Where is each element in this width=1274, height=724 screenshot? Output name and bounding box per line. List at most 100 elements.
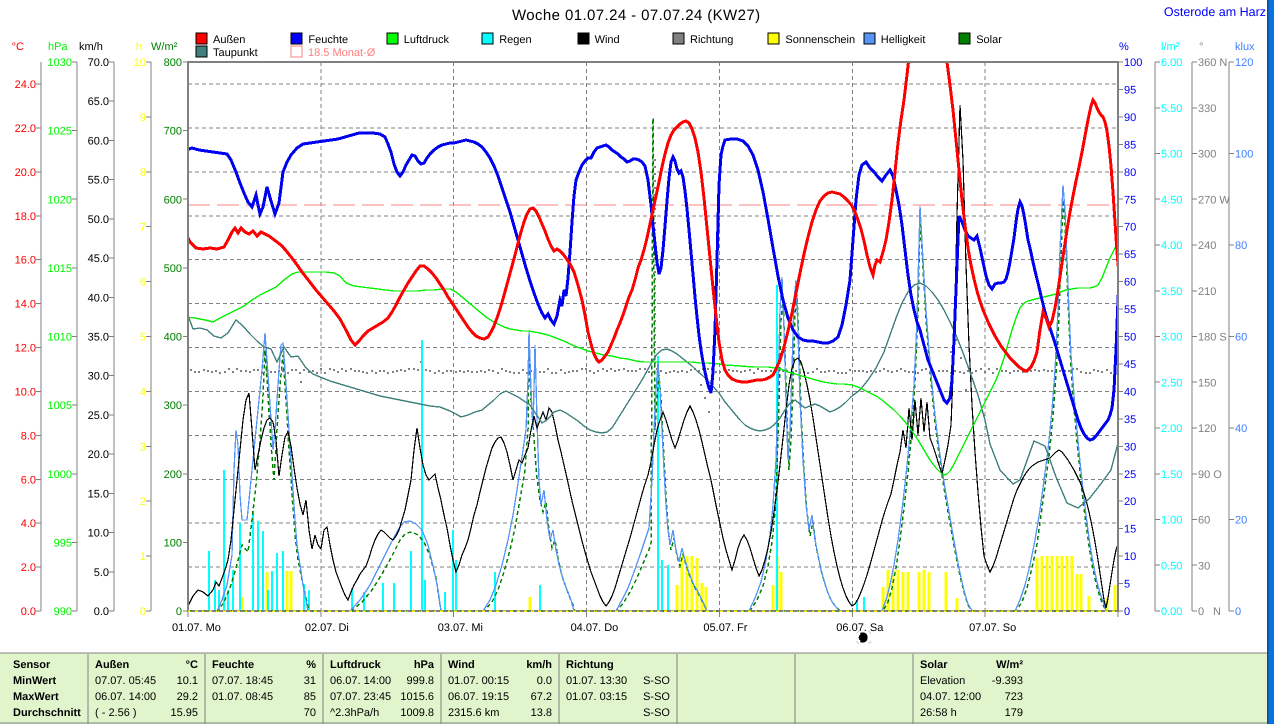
svg-text:120: 120 bbox=[1198, 423, 1216, 435]
svg-text:7: 7 bbox=[140, 222, 146, 234]
svg-text:0.0: 0.0 bbox=[94, 606, 109, 618]
svg-text:75: 75 bbox=[1124, 194, 1136, 206]
svg-text:Regen: Regen bbox=[499, 34, 531, 46]
svg-text:700: 700 bbox=[164, 126, 182, 138]
svg-text:0: 0 bbox=[1235, 606, 1241, 618]
svg-text:0.0: 0.0 bbox=[21, 606, 36, 618]
svg-text:10.0: 10.0 bbox=[88, 528, 109, 540]
svg-text:30.0: 30.0 bbox=[88, 371, 109, 383]
svg-text:995: 995 bbox=[54, 537, 72, 549]
svg-text:Feuchte: Feuchte bbox=[212, 659, 254, 671]
svg-text:01.07. 03:15: 01.07. 03:15 bbox=[566, 691, 627, 703]
svg-text:180 S: 180 S bbox=[1198, 332, 1227, 344]
svg-text:10.0: 10.0 bbox=[15, 386, 36, 398]
svg-text:5: 5 bbox=[1124, 579, 1130, 591]
svg-text:06.07. 19:15: 06.07. 19:15 bbox=[448, 691, 509, 703]
svg-text:330: 330 bbox=[1198, 103, 1216, 115]
svg-text:55.0: 55.0 bbox=[88, 175, 109, 187]
svg-text:240: 240 bbox=[1198, 240, 1216, 252]
svg-text:01.07. 13:30: 01.07. 13:30 bbox=[566, 675, 627, 687]
svg-text:4: 4 bbox=[140, 386, 146, 398]
svg-text:1: 1 bbox=[140, 551, 146, 563]
svg-text:22.0: 22.0 bbox=[15, 123, 36, 135]
svg-text:Helligkeit: Helligkeit bbox=[881, 34, 926, 46]
svg-text:45: 45 bbox=[1124, 359, 1136, 371]
svg-text:20: 20 bbox=[1124, 496, 1136, 508]
svg-text:-9.393: -9.393 bbox=[992, 675, 1023, 687]
svg-text:35: 35 bbox=[1124, 414, 1136, 426]
svg-text:50: 50 bbox=[1124, 332, 1136, 344]
svg-text:80: 80 bbox=[1124, 167, 1136, 179]
svg-text:25.0: 25.0 bbox=[88, 410, 109, 422]
svg-text:20: 20 bbox=[1235, 515, 1247, 527]
svg-text:1009.8: 1009.8 bbox=[400, 707, 434, 719]
svg-text:5.00: 5.00 bbox=[1161, 149, 1182, 161]
svg-text:60: 60 bbox=[1198, 515, 1210, 527]
svg-text:10: 10 bbox=[1124, 551, 1136, 563]
svg-text:0.50: 0.50 bbox=[1161, 560, 1182, 572]
svg-text:40: 40 bbox=[1124, 386, 1136, 398]
svg-text:01.07. 08:45: 01.07. 08:45 bbox=[212, 691, 273, 703]
svg-text:999.8: 999.8 bbox=[406, 675, 434, 687]
svg-text:1015.6: 1015.6 bbox=[400, 691, 434, 703]
svg-text:80: 80 bbox=[1235, 240, 1247, 252]
svg-text:2.0: 2.0 bbox=[21, 562, 36, 574]
svg-text:6.00: 6.00 bbox=[1161, 57, 1182, 69]
svg-text:km/h: km/h bbox=[79, 41, 103, 53]
svg-text:Feuchte: Feuchte bbox=[308, 34, 348, 46]
svg-text:5.0: 5.0 bbox=[94, 567, 109, 579]
svg-text:800: 800 bbox=[164, 57, 182, 69]
svg-text:0: 0 bbox=[1124, 606, 1130, 618]
svg-text:600: 600 bbox=[164, 194, 182, 206]
svg-text:210: 210 bbox=[1198, 286, 1216, 298]
svg-text:990: 990 bbox=[54, 606, 72, 618]
svg-text:S-SO: S-SO bbox=[643, 691, 670, 703]
svg-text:Durchschnitt: Durchschnitt bbox=[13, 707, 81, 719]
svg-text:Woche 01.07.24 - 07.07.24 (KW2: Woche 01.07.24 - 07.07.24 (KW27) bbox=[512, 7, 761, 24]
svg-text:18.0: 18.0 bbox=[15, 211, 36, 223]
svg-text:2.00: 2.00 bbox=[1161, 423, 1182, 435]
svg-text:55: 55 bbox=[1124, 304, 1136, 316]
svg-text:270 W: 270 W bbox=[1198, 194, 1230, 206]
svg-text:1010: 1010 bbox=[48, 332, 72, 344]
svg-text:3.00: 3.00 bbox=[1161, 332, 1182, 344]
svg-text:1015: 1015 bbox=[48, 263, 72, 275]
svg-text:%: % bbox=[1119, 41, 1129, 53]
svg-text:Wind: Wind bbox=[595, 34, 620, 46]
svg-text:MinWert: MinWert bbox=[13, 675, 57, 687]
svg-text:70: 70 bbox=[1124, 222, 1136, 234]
svg-text:6.0: 6.0 bbox=[21, 474, 36, 486]
svg-text:4.50: 4.50 bbox=[1161, 194, 1182, 206]
svg-text:300: 300 bbox=[1198, 149, 1216, 161]
svg-text:Außen: Außen bbox=[213, 34, 245, 46]
svg-text:400: 400 bbox=[164, 332, 182, 344]
svg-text:25: 25 bbox=[1124, 469, 1136, 481]
svg-text:67.2: 67.2 bbox=[531, 691, 552, 703]
svg-text:Taupunkt: Taupunkt bbox=[213, 47, 258, 59]
svg-text:05.07. Fr: 05.07. Fr bbox=[703, 622, 747, 634]
svg-text:Richtung: Richtung bbox=[566, 659, 614, 671]
svg-text:60: 60 bbox=[1124, 277, 1136, 289]
svg-text:85: 85 bbox=[304, 691, 316, 703]
svg-text:12.0: 12.0 bbox=[15, 343, 36, 355]
svg-text:06.07. 14:00: 06.07. 14:00 bbox=[95, 691, 156, 703]
svg-text:5: 5 bbox=[140, 332, 146, 344]
svg-text:90: 90 bbox=[1124, 112, 1136, 124]
svg-text:S-SO: S-SO bbox=[643, 675, 670, 687]
svg-text:km/h: km/h bbox=[526, 659, 552, 671]
svg-text:hPa: hPa bbox=[48, 41, 68, 53]
svg-text:1000: 1000 bbox=[48, 469, 72, 481]
svg-text:179: 179 bbox=[1005, 707, 1023, 719]
svg-text:100: 100 bbox=[1235, 149, 1253, 161]
svg-text:07.07. 18:45: 07.07. 18:45 bbox=[212, 675, 273, 687]
svg-text:06.07. 14:00: 06.07. 14:00 bbox=[330, 675, 391, 687]
svg-text:W/m²: W/m² bbox=[151, 41, 178, 53]
svg-text:Richtung: Richtung bbox=[690, 34, 733, 46]
svg-text:Außen: Außen bbox=[95, 659, 130, 671]
svg-text:1030: 1030 bbox=[48, 57, 72, 69]
svg-text:1005: 1005 bbox=[48, 400, 72, 412]
svg-text:°: ° bbox=[1199, 41, 1203, 53]
svg-text:Sensor: Sensor bbox=[13, 659, 51, 671]
svg-text:26:58 h: 26:58 h bbox=[920, 707, 957, 719]
svg-text:50.0: 50.0 bbox=[88, 214, 109, 226]
